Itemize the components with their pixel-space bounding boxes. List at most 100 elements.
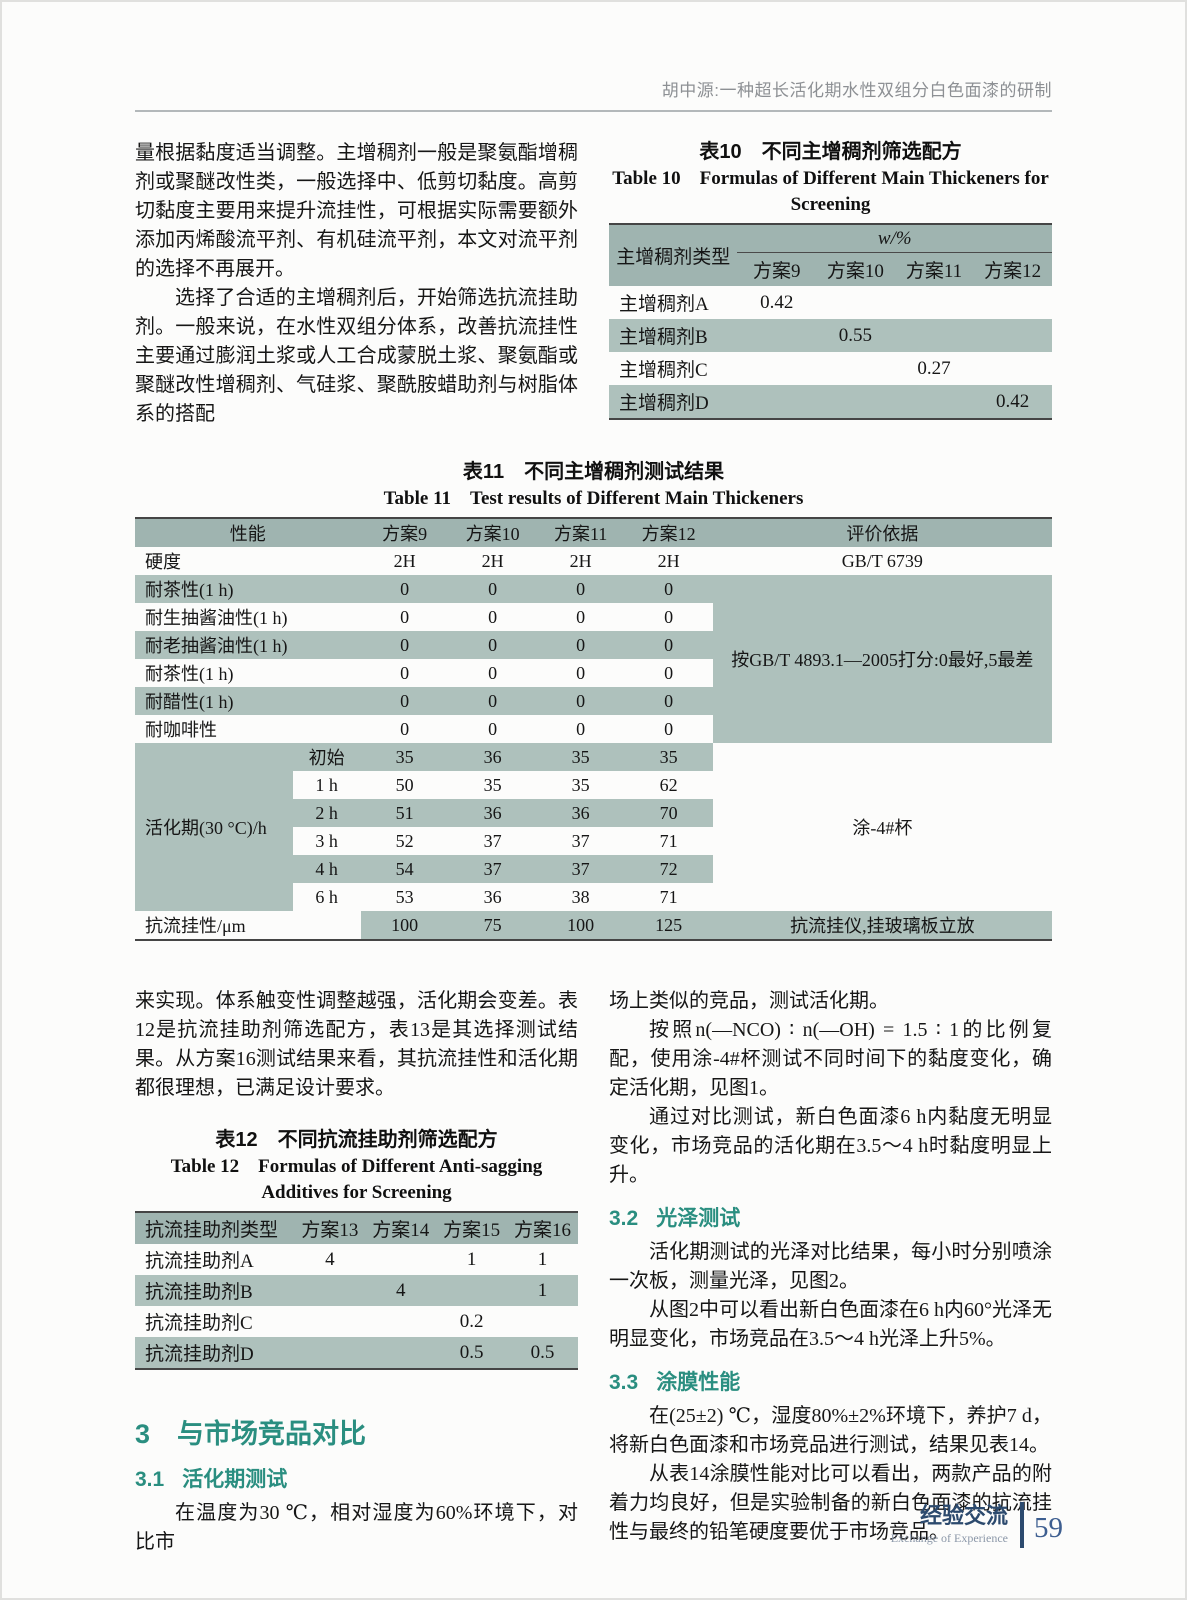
- table-cell: 方案12: [973, 252, 1052, 286]
- section-3-heading: 3 与市场竞品对比: [135, 1412, 578, 1451]
- section-3-1-heading: 3.1 活化期测试: [135, 1463, 578, 1493]
- table-row: 性能 方案9 方案10 方案11 方案12 评价依据: [135, 518, 1052, 547]
- table-cell: 主增稠剂C: [619, 360, 708, 381]
- table11-block: 表11 不同主增稠剂测试结果 Table 11 Test results of …: [135, 459, 1052, 941]
- table-row: 抗流挂助剂类型 方案13 方案14 方案15 方案16: [135, 1212, 578, 1244]
- table-row: 耐醋性(1 h) 0 0 0 0: [135, 687, 1052, 715]
- table-cell: 涂-4#杯: [852, 818, 913, 838]
- table-cell: 100: [360, 911, 449, 940]
- table-cell: 0: [664, 718, 674, 739]
- table-cell: 2H: [657, 550, 680, 571]
- table-cell: 耐醋性(1 h): [135, 687, 361, 715]
- table-cell: 主增稠剂B: [609, 319, 738, 352]
- table-cell: 35: [360, 743, 449, 771]
- table-cell: 0: [536, 631, 625, 659]
- table-cell: 0: [448, 687, 537, 715]
- table-cell: 方案13: [294, 1212, 366, 1244]
- table-cell: 3 h: [315, 830, 338, 851]
- table-cell: 37: [571, 830, 590, 851]
- table-cell: [816, 286, 895, 319]
- table-cell: 36: [448, 799, 537, 827]
- section-number: 3.2: [609, 1207, 639, 1230]
- table-cell: 37: [483, 830, 502, 851]
- table-cell: 0: [576, 662, 586, 683]
- paragraph: 通过对比测试，新白色面漆6 h内黏度无明显变化，市场竞品的活化期在3.5～4 h…: [609, 1106, 1052, 1186]
- table-cell: 1: [537, 1248, 548, 1270]
- table-cell: 抗流挂助剂C: [145, 1313, 253, 1334]
- table-cell: 按GB/T 4893.1—2005打分:0最好,5最差: [712, 575, 1052, 743]
- table-cell: [365, 1337, 437, 1369]
- table-cell: 4: [325, 1248, 335, 1270]
- table-cell: 37: [448, 855, 537, 883]
- table-cell: [973, 319, 1052, 352]
- table10-main-thickener-formulas: 主增稠剂类型 w/% 方案9 方案10 方案11 方案12 主增稠剂A 0.42 主增稠剂B 0.…: [609, 223, 1052, 420]
- table-cell: 72: [624, 855, 713, 883]
- table11-title-zh: 表11 不同主增稠剂测试结果: [462, 461, 725, 483]
- table-cell: 方案11: [894, 252, 974, 286]
- table-cell: [294, 1337, 366, 1369]
- table-cell: 耐老抽酱油性(1 h): [135, 631, 361, 659]
- table-cell: 0.5: [507, 1337, 578, 1369]
- table-cell: 0: [488, 662, 498, 683]
- table-cell: 抗流挂助剂D: [135, 1337, 295, 1369]
- paragraph: 按照n(—NCO) ∶ n(—OH) = 1.5 ∶ 1的比例复配，使用涂-4#…: [609, 1019, 1052, 1099]
- table-cell: 0: [576, 606, 586, 627]
- table-row: 主增稠剂B 0.55: [609, 319, 1052, 352]
- table-row: 抗流挂助剂D 0.5 0.5: [135, 1337, 578, 1369]
- table-row: 耐生抽酱油性(1 h) 0 0 0 0: [135, 603, 1052, 631]
- table-cell: 方案9: [360, 518, 449, 547]
- table-row: 主增稠剂A 0.42: [609, 286, 1052, 319]
- table-cell: 方案11: [536, 518, 625, 547]
- paragraph: 选择了合适的主增稠剂后，开始筛选抗流挂助剂。一般来说，在水性双组分体系，改善抗流…: [135, 287, 578, 425]
- table-cell: 活化期(30 °C)/h: [135, 743, 293, 911]
- table-cell: 评价依据: [712, 518, 1052, 547]
- table-cell: 硬度: [145, 552, 181, 572]
- table-cell: 耐茶性(1 h): [145, 664, 234, 684]
- paragraph: 活化期测试的光泽对比结果，每小时分别喷涂一次板，测量光泽，见图2。: [609, 1241, 1052, 1292]
- table-cell: w/%: [737, 224, 1052, 253]
- section-number: 3.1: [135, 1468, 165, 1491]
- table-cell: 0: [400, 662, 410, 683]
- table-cell: 抗流挂助剂B: [135, 1275, 295, 1306]
- table-row: 4 h 54 37 37 72: [135, 855, 1052, 883]
- table-cell: [294, 1275, 366, 1306]
- table-cell: 1 h: [315, 774, 338, 795]
- running-head: 胡中源:一种超长活化期水性双组分白色面漆的研制: [661, 81, 1052, 100]
- table-cell: 方案16: [507, 1212, 578, 1244]
- table-row: 耐老抽酱油性(1 h) 0 0 0 0: [135, 631, 1052, 659]
- table-cell: 35: [536, 743, 625, 771]
- bottom-section: 来实现。体系触变性调整越强，活化期会变差。表12是抗流挂助剂筛选配方，表13是其…: [135, 987, 1052, 1557]
- table-row: 主增稠剂D 0.42: [609, 385, 1052, 419]
- table-cell: [816, 385, 895, 419]
- table-cell: 1: [466, 1248, 477, 1270]
- table-cell: 主增稠剂D: [609, 385, 738, 419]
- section-3-2-heading: 3.2 光泽测试: [609, 1202, 1052, 1232]
- table-row: 主增稠剂类型 w/%: [609, 224, 1052, 286]
- table-cell: [894, 319, 974, 352]
- table-cell: 0: [488, 606, 498, 627]
- footer-column-name-zh: 经验交流: [919, 1503, 1008, 1528]
- table-cell: 耐咖啡性: [145, 720, 217, 740]
- table-cell: 70: [624, 799, 713, 827]
- table-cell: [973, 352, 1052, 385]
- section-number: 3.3: [609, 1371, 639, 1394]
- table-cell: [737, 319, 817, 352]
- table-cell: [737, 352, 816, 385]
- section-title: 光泽测试: [656, 1207, 741, 1230]
- table-row: 方案9 方案10 方案11 方案12: [609, 252, 1052, 286]
- footer-column-name-en: Exchange of Experience: [890, 1531, 1008, 1545]
- table-row: 2 h 51 36 36 70: [135, 799, 1052, 827]
- table12-block: 表12 不同抗流挂助剂筛选配方 Table 12 Formulas of Dif…: [135, 1127, 578, 1370]
- footer-divider-bar: [1020, 1502, 1024, 1548]
- table-cell: 方案10: [448, 518, 537, 547]
- table-cell: 0: [576, 718, 586, 739]
- table-cell: 4 h: [292, 855, 361, 883]
- table-row: 抗流挂性/μm 100 75 100 125 抗流挂仪,挂玻璃板立放: [135, 911, 1052, 940]
- table-cell: 0: [536, 687, 625, 715]
- table10-title-zh: 表10 不同主增稠剂筛选配方: [699, 141, 962, 163]
- paragraph: 从图2中可以看出新白色面漆在6 h内60°光泽无明显变化，市场竞品在3.5～4 …: [609, 1299, 1052, 1350]
- table-cell: 方案14: [365, 1212, 437, 1244]
- table-cell: 0: [664, 606, 674, 627]
- table-cell: 35: [483, 774, 502, 795]
